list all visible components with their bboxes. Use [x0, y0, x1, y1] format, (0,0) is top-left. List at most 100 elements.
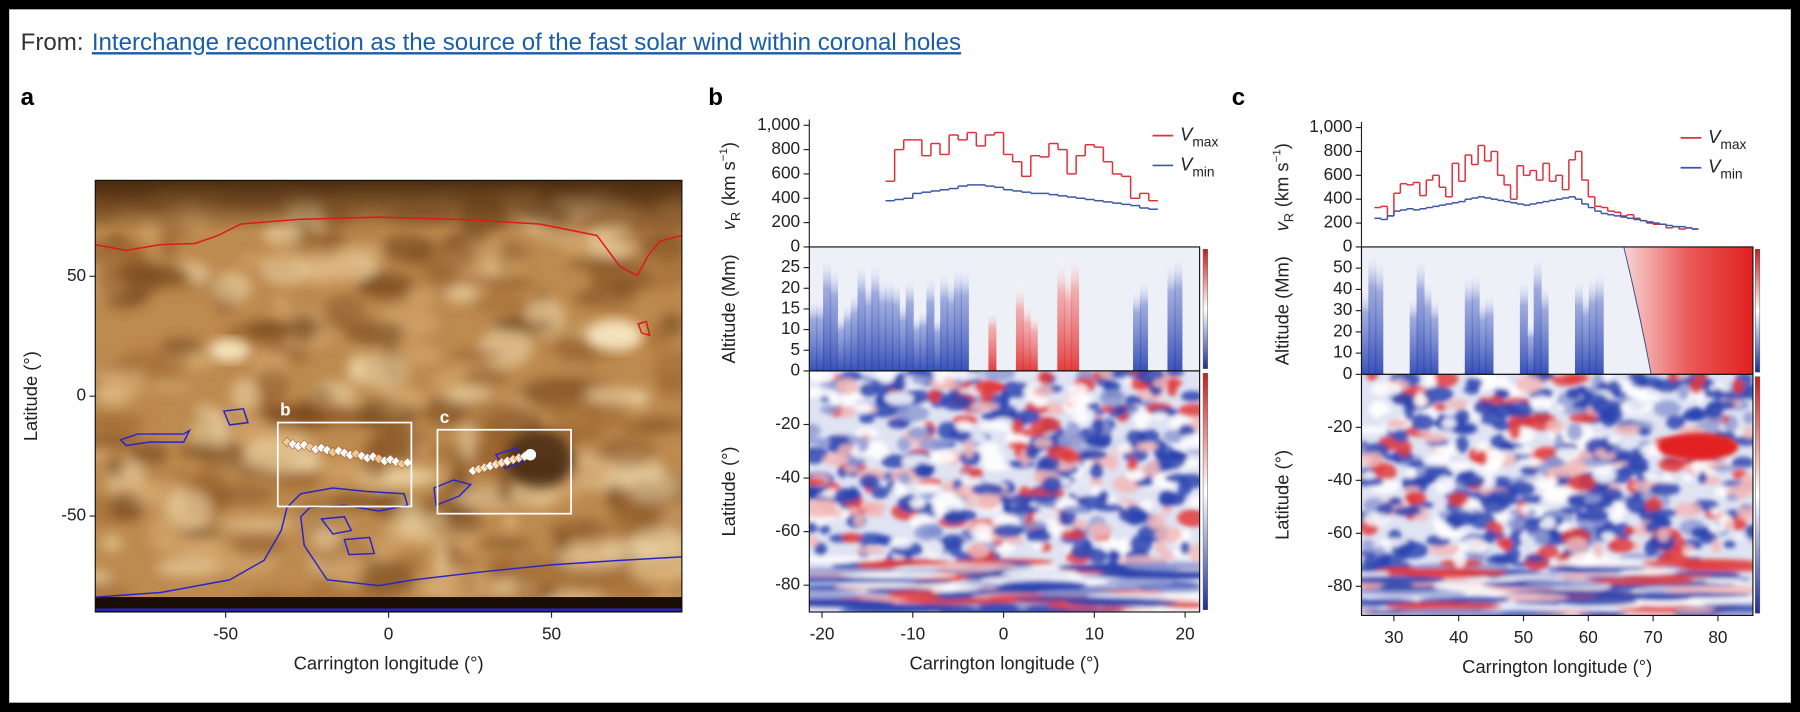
heatmap-blob — [1594, 448, 1607, 459]
texture-blob — [345, 320, 406, 346]
y-tick-label: 0 — [791, 359, 801, 379]
x-tick-label: 50 — [1514, 627, 1533, 647]
solar-image — [95, 180, 682, 612]
heatmap-blob — [1122, 607, 1200, 612]
heatmap-blob — [1147, 513, 1166, 530]
heatmap-blob — [1520, 465, 1539, 476]
heatmap-blob — [1086, 402, 1101, 410]
heatmap-blob — [1436, 523, 1453, 539]
heatmap-blob — [1178, 403, 1200, 418]
heatmap-blob — [853, 402, 873, 414]
heatmap-blob — [1144, 586, 1200, 594]
heatmap-blob — [1392, 506, 1422, 517]
heatmap-blob — [1131, 410, 1152, 424]
heatmap-blob — [1001, 569, 1078, 578]
y-axis-label: Altitude (Mm) — [718, 254, 739, 363]
colorbar — [1202, 249, 1208, 369]
texture-blob — [584, 387, 650, 404]
heatmap-blob — [970, 522, 995, 540]
x-axis-label: Carrington longitude (°) — [294, 653, 484, 674]
y-tick-label: 0 — [1343, 363, 1353, 383]
unit-end: ) — [1271, 143, 1292, 149]
heatmap-column — [1022, 302, 1031, 371]
y-tick-label: 5 — [791, 339, 801, 359]
heatmap-blob — [1099, 370, 1113, 379]
heatmap-column — [933, 315, 942, 371]
heatmap-column — [898, 299, 907, 371]
heatmap-blob — [1582, 393, 1608, 407]
heatmap-blob — [859, 382, 878, 398]
heatmap-blob — [1614, 424, 1643, 436]
texture-blob — [265, 405, 331, 429]
heatmap-blob — [1090, 462, 1104, 480]
heatmap-blob — [1705, 401, 1723, 419]
heatmap-column — [1526, 322, 1535, 375]
heatmap-blob — [1709, 524, 1727, 534]
y-tick-label: 1,000 — [1309, 116, 1352, 136]
heatmap-blob — [809, 521, 819, 534]
no-data-strip — [95, 597, 682, 612]
heatmap-texture — [809, 370, 1200, 612]
heatmap-blob — [1361, 426, 1388, 434]
heatmap-blob — [1085, 593, 1200, 599]
blue-contour — [95, 407, 682, 598]
heatmap-blob — [1713, 465, 1738, 473]
heatmap-blob — [896, 404, 929, 423]
y-tick-label: -50 — [61, 505, 86, 525]
polar-band — [95, 180, 682, 233]
texture-blob — [272, 294, 291, 317]
heatmap-blob — [1135, 479, 1155, 487]
heatmap-blob — [1404, 402, 1415, 421]
heatmap-blob — [866, 508, 884, 518]
heatmap-blob — [1690, 527, 1708, 538]
heatmap-blob — [859, 412, 875, 424]
heatmap-blob — [948, 540, 962, 557]
heatmap-blob — [971, 402, 1000, 411]
heatmap-column — [1519, 276, 1528, 375]
heatmap-blob — [1076, 392, 1086, 411]
article-link[interactable]: Interchange reconnection as the source o… — [92, 29, 961, 56]
heatmap-blob — [974, 379, 1003, 395]
y-tick-label: 30 — [1333, 299, 1352, 319]
heatmap-blob — [1037, 370, 1054, 384]
heatmap-blob — [1164, 473, 1189, 483]
heatmap-blob — [1088, 522, 1112, 539]
heatmap-blob — [1177, 482, 1192, 496]
heatmap-blob — [1003, 381, 1028, 390]
heatmap-blob — [1441, 418, 1457, 429]
legend-subscript: max — [1192, 135, 1218, 150]
heatmap-blob — [814, 542, 827, 557]
heatmap-blob — [1513, 446, 1533, 455]
texture-blob — [213, 271, 252, 303]
heatmap-blob — [1370, 382, 1403, 397]
heatmap-column — [988, 309, 997, 371]
heatmap-blob — [1523, 520, 1540, 534]
x-tick-label: -20 — [810, 624, 835, 644]
heatmap-blob — [1624, 495, 1647, 514]
heatmap-blob — [975, 493, 1000, 510]
x-tick-label: -10 — [900, 624, 925, 644]
heatmap-blob — [1361, 451, 1383, 467]
heatmap-column — [1015, 282, 1024, 371]
heatmap-blob — [1129, 534, 1153, 554]
y-tick-label: 50 — [1333, 257, 1352, 277]
heatmap-blob — [1031, 395, 1048, 407]
heatmap-blob — [1658, 456, 1686, 473]
heatmap-blob — [942, 511, 959, 521]
heatmap-blob — [875, 370, 896, 384]
heatmap-blob — [1541, 486, 1574, 504]
texture-blob — [487, 322, 556, 333]
heatmap-blob — [875, 395, 887, 412]
heatmap-blob — [1392, 429, 1409, 443]
y-tick-label: 40 — [1333, 278, 1352, 298]
texture-blob — [390, 343, 442, 366]
heatmap-blob — [1106, 453, 1119, 472]
heatmap-blob — [834, 488, 857, 502]
texture-blob — [415, 430, 430, 444]
texture-blob — [445, 506, 482, 535]
heatmap-column — [1174, 252, 1183, 371]
unit: (km s — [718, 161, 739, 206]
heatmap-blob — [927, 388, 942, 404]
heatmap-blob — [809, 555, 884, 563]
texture-blob — [503, 244, 531, 261]
